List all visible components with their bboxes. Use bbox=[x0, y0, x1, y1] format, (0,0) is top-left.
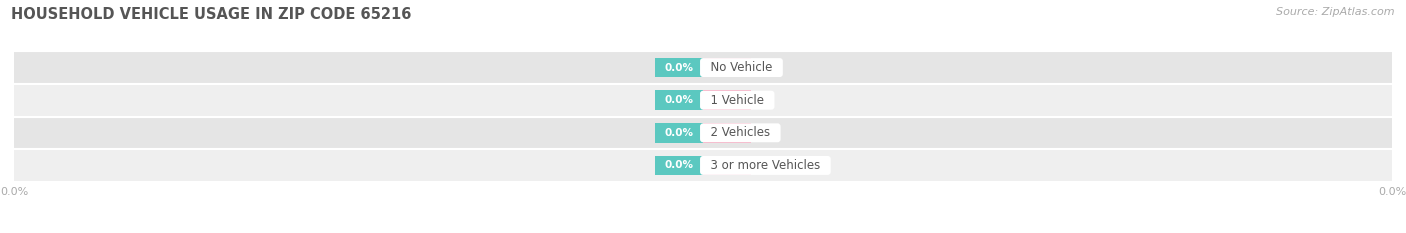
Text: 0.0%: 0.0% bbox=[665, 161, 693, 170]
Text: 0.0%: 0.0% bbox=[665, 128, 693, 138]
Text: 3 or more Vehicles: 3 or more Vehicles bbox=[703, 159, 828, 172]
Bar bbox=[655, 58, 703, 77]
Text: 0.0%: 0.0% bbox=[713, 161, 741, 170]
Bar bbox=[703, 58, 751, 77]
Text: 0.0%: 0.0% bbox=[665, 95, 693, 105]
Bar bbox=[655, 123, 703, 143]
Bar bbox=[703, 90, 751, 110]
Bar bbox=[703, 156, 751, 175]
Text: 2 Vehicles: 2 Vehicles bbox=[703, 126, 778, 139]
Text: 0.0%: 0.0% bbox=[665, 63, 693, 72]
Text: 0.0%: 0.0% bbox=[713, 63, 741, 72]
Bar bbox=[655, 156, 703, 175]
Bar bbox=[14, 116, 1392, 149]
Text: HOUSEHOLD VEHICLE USAGE IN ZIP CODE 65216: HOUSEHOLD VEHICLE USAGE IN ZIP CODE 6521… bbox=[11, 7, 412, 22]
Bar bbox=[14, 149, 1392, 182]
Text: 0.0%: 0.0% bbox=[713, 128, 741, 138]
Text: No Vehicle: No Vehicle bbox=[703, 61, 780, 74]
Text: 1 Vehicle: 1 Vehicle bbox=[703, 94, 772, 107]
Text: Source: ZipAtlas.com: Source: ZipAtlas.com bbox=[1277, 7, 1395, 17]
Bar bbox=[655, 90, 703, 110]
Bar bbox=[14, 84, 1392, 116]
Bar bbox=[703, 123, 751, 143]
Text: 0.0%: 0.0% bbox=[713, 95, 741, 105]
Bar bbox=[14, 51, 1392, 84]
